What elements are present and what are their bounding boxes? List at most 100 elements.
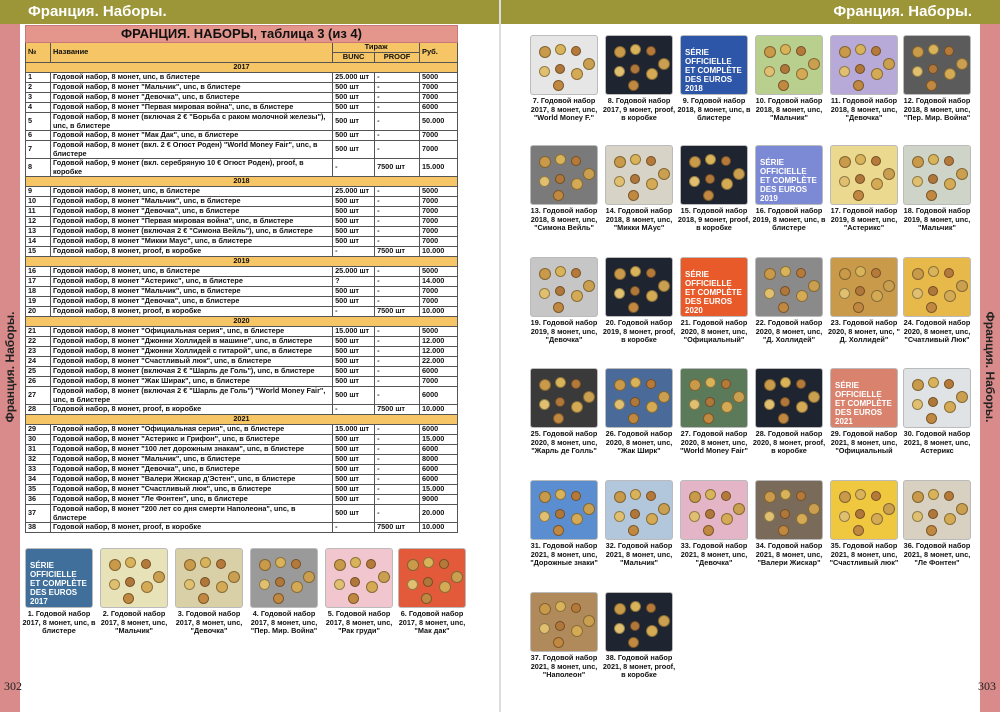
coin-icon — [658, 391, 670, 403]
coin-icon — [928, 286, 938, 296]
cell-bunc: 500 шт — [332, 454, 376, 465]
coin-icon — [778, 525, 789, 536]
coin-icon — [571, 603, 581, 613]
set-caption: 30. Годовой набор 2021, 8 монет, unc, Ас… — [903, 429, 971, 456]
set-caption: 5. Годовой набор 2017, 8 монет, unc, "Ра… — [325, 609, 393, 636]
cell-num: 17 — [25, 276, 51, 287]
cell-bunc: 500 шт — [332, 464, 376, 475]
coin-icon — [228, 571, 240, 583]
coin-icon — [614, 603, 626, 615]
set-caption: 27. Годовой набор 2020, 8 монет, unc, "W… — [679, 429, 748, 456]
coin-icon — [839, 268, 851, 280]
cell-proof: - — [374, 186, 420, 197]
coin-icon — [928, 489, 939, 500]
cell-name: Годовой набор, 8 монет, proof, в коробке — [49, 404, 334, 415]
coin-icon — [780, 266, 791, 277]
set-photo — [680, 368, 748, 428]
cell-price: 5000 — [419, 72, 458, 83]
table-row: 14 Годовой набор, 8 монет "Микки Маус", u… — [25, 236, 458, 247]
cell-bunc: 500 шт — [332, 484, 376, 495]
coin-icon — [555, 509, 565, 519]
set-thumbnail: 28. Годовой набор 2020, 8 монет, proof, … — [753, 368, 825, 456]
coin-icon — [658, 58, 670, 70]
set-thumbnail: 19. Годовой набор 2019, 8 монет, unc, "Д… — [530, 257, 598, 345]
coin-icon — [614, 288, 625, 299]
side-strip-right — [980, 24, 1000, 712]
table-row: 21 Годовой набор, 8 монет "Официальная се… — [25, 326, 458, 337]
coin-icon — [689, 511, 700, 522]
coin-icon — [553, 80, 564, 91]
set-photo — [530, 257, 598, 317]
coin-icon — [944, 290, 956, 302]
coin-icon — [571, 156, 581, 166]
set-thumbnail: 27. Годовой набор 2020, 8 монет, unc, "W… — [680, 368, 748, 456]
set-thumbnail: 34. Годовой набор 2021, 8 монет, unc, "В… — [755, 480, 823, 568]
coin-icon — [703, 190, 714, 201]
table-row: 32 Годовой набор, 8 монет "Мальчик", unc,… — [25, 454, 458, 465]
coin-icon — [539, 399, 550, 410]
cell-proof: - — [374, 356, 420, 367]
coin-icon — [646, 46, 656, 56]
table-row: 10 Годовой набор, 8 монет "Мальчик", unc,… — [25, 196, 458, 207]
coin-icon — [808, 280, 820, 292]
cell-bunc: ? — [332, 276, 376, 287]
coin-icon — [853, 80, 864, 91]
table-row: 9 Годовой набор, 8 монет, unc, в блистере… — [25, 186, 458, 197]
cell-bunc: 500 шт — [332, 236, 376, 247]
set-caption: 36. Годовой набор 2021, 8 монет, unc, "Л… — [903, 541, 971, 568]
coin-icon — [407, 579, 418, 590]
coin-icon — [571, 46, 581, 56]
table-row: 17 Годовой набор, 8 монет "Астерикс", unc… — [25, 276, 458, 287]
set-thumbnail: 22. Годовой набор 2020, 8 монет, unc, "Д… — [755, 257, 823, 345]
coin-icon — [571, 268, 581, 278]
coin-icon — [614, 623, 625, 634]
coin-icon — [303, 571, 315, 583]
coin-icon — [628, 302, 639, 313]
coin-icon — [571, 491, 581, 501]
coin-icon — [614, 511, 625, 522]
coin-icon — [928, 397, 938, 407]
coin-icon — [796, 401, 808, 413]
table-row: 28 Годовой набор, 8 монет, proof, в короб… — [25, 404, 458, 415]
cell-name: Годовой набор, 8 монет "Астерикс и Грифо… — [49, 434, 334, 445]
coin-icon — [926, 80, 937, 91]
cell-num: 2 — [25, 82, 51, 93]
coin-icon — [721, 178, 733, 190]
coin-icon — [366, 559, 376, 569]
table-row: 37 Годовой набор, 8 монет "200 лет со дня… — [25, 504, 458, 523]
coin-icon — [630, 266, 641, 277]
coin-icon — [871, 290, 883, 302]
cell-name: Годовой набор, 8 монет (включая 2 € "Шар… — [49, 366, 334, 377]
cell-num: 4 — [25, 102, 51, 113]
cell-bunc: - — [332, 522, 376, 533]
set-photo — [680, 145, 748, 205]
cell-price: 12.000 — [419, 346, 458, 357]
cell-bunc: 500 шт — [332, 336, 376, 347]
coin-icon — [764, 288, 775, 299]
coin-icon — [571, 625, 583, 637]
table-row: 6 Годовой набор, 8 монет "Мак Дак", unc, … — [25, 130, 458, 141]
set-photo — [398, 548, 466, 608]
cell-name: Годовой набор, 8 монет (вкл. 2 € Огюст Р… — [49, 140, 334, 159]
cell-bunc: 500 шт — [332, 434, 376, 445]
coin-icon — [555, 377, 566, 388]
cell-bunc: 15.000 шт — [332, 326, 376, 337]
cell-price: 10.000 — [419, 522, 458, 533]
coin-icon — [614, 379, 626, 391]
set-caption: 16. Годовой набор 2019, 8 монет, unc, в … — [752, 206, 826, 233]
coin-icon — [555, 286, 565, 296]
cell-price: 20.000 — [419, 504, 458, 523]
cell-price: 6000 — [419, 424, 458, 435]
cell-price: 6000 — [419, 464, 458, 475]
coin-icon — [630, 509, 640, 519]
set-photo — [605, 145, 673, 205]
coin-icon — [141, 559, 151, 569]
cell-proof: - — [374, 504, 420, 523]
table-row: 31 Годовой набор, 8 монет "100 лет дорожн… — [25, 444, 458, 455]
coin-icon — [539, 288, 550, 299]
cell-num: 15 — [25, 246, 51, 257]
cell-bunc: 500 шт — [332, 206, 376, 217]
coin-icon — [366, 581, 378, 593]
set-photo: SÉRIE OFFICIELLE ET COMPLÈTE DES EUROS 2… — [755, 145, 823, 205]
table-row: 35 Годовой набор, 8 монет "Счастливый люк… — [25, 484, 458, 495]
